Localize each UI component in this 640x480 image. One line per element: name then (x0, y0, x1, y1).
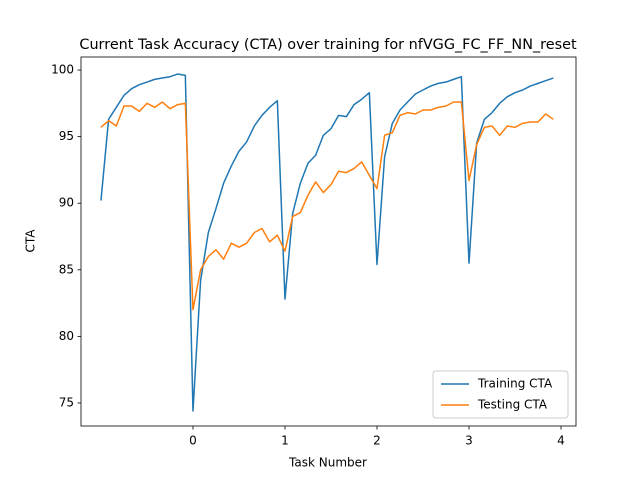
y-axis-label: CTA (24, 229, 38, 253)
x-axis-label: Task Number (288, 456, 367, 470)
x-tick-label: 0 (189, 434, 197, 448)
legend-box (432, 370, 569, 419)
line-series (100, 101, 554, 311)
x-tick-label: 3 (465, 434, 473, 448)
y-tick-label: 85 (59, 262, 74, 276)
x-tick-label: 2 (373, 434, 381, 448)
y-tick-label: 95 (59, 129, 74, 143)
y-tick-label: 80 (59, 329, 74, 343)
x-tick-label: 1 (281, 434, 289, 448)
plot-frame (80, 56, 577, 427)
y-tick-label: 75 (59, 395, 74, 409)
line-series (100, 73, 554, 412)
legend-label: Training CTA (477, 377, 553, 391)
x-tick-label: 4 (557, 434, 565, 448)
y-tick-label: 100 (51, 63, 74, 77)
chart-title: Current Task Accuracy (CTA) over trainin… (79, 37, 577, 53)
legend-label: Testing CTA (477, 398, 548, 412)
y-tick-label: 90 (59, 196, 74, 210)
